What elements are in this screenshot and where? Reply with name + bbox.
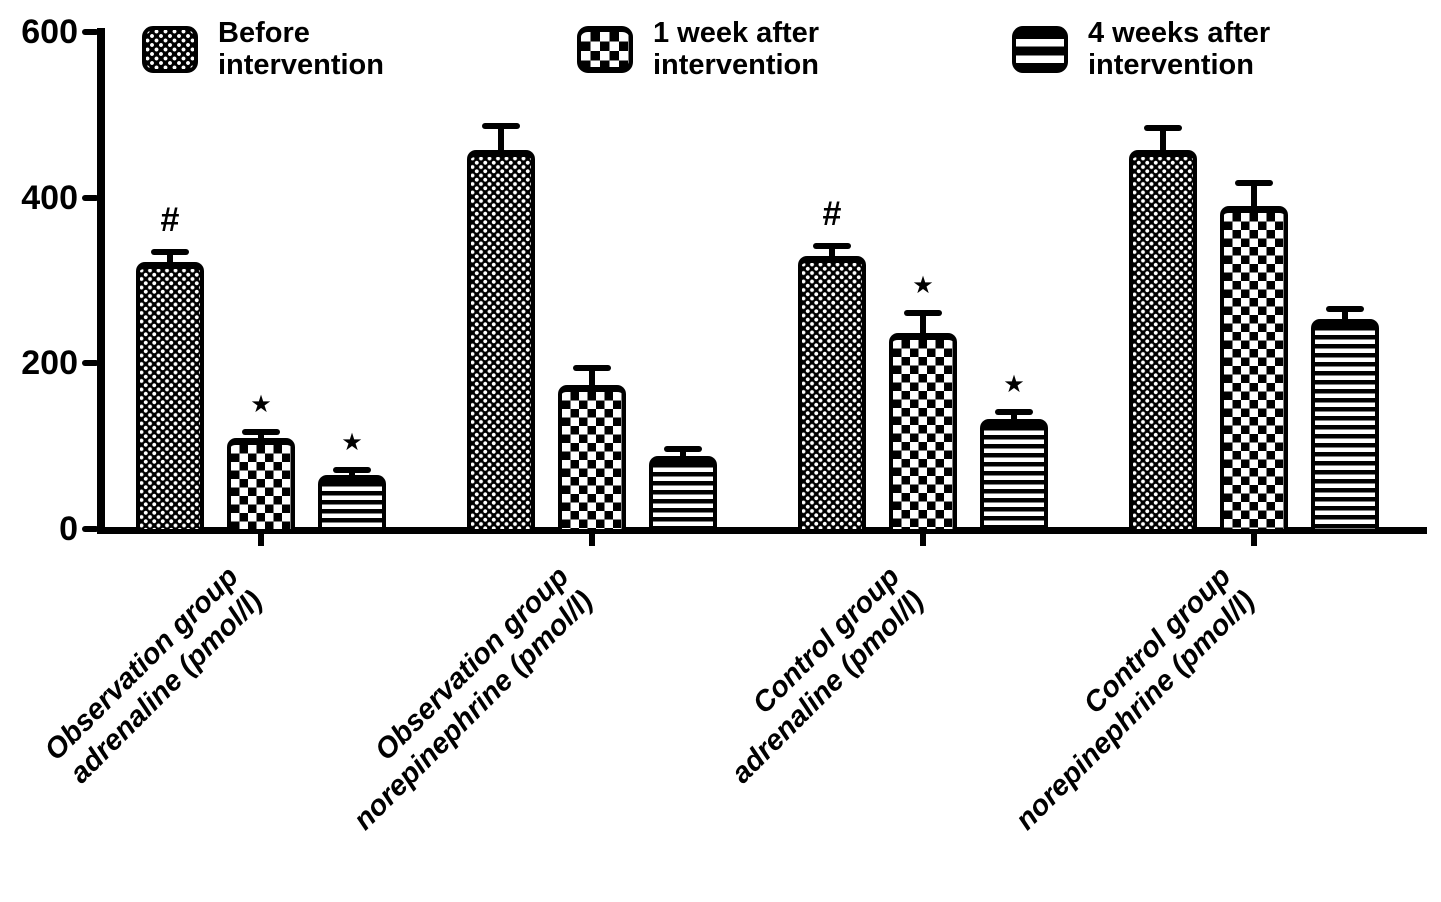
- y-axis-tick: [82, 194, 99, 201]
- bar-horizontal-stripes: [980, 418, 1048, 529]
- legend-label-line: intervention: [218, 49, 384, 81]
- error-bar-cap: [1326, 306, 1364, 313]
- x-axis-tick: [258, 531, 264, 546]
- error-bar-stem: [680, 449, 686, 459]
- y-axis-tick: [82, 526, 99, 532]
- bar-fine-checkerboard: [467, 149, 535, 529]
- legend-swatch-fine-checkerboard: [142, 26, 198, 73]
- x-category-label: Control group adrenaline (pmol/l): [701, 560, 931, 790]
- error-bar-stem: [1160, 128, 1166, 153]
- bar-horizontal-stripes: [1311, 318, 1379, 529]
- error-bar-cap: [573, 365, 611, 372]
- error-bar-stem: [829, 245, 835, 258]
- bar-horizontal-stripes: [649, 456, 717, 529]
- x-category-label-line1: Control group: [1078, 560, 1238, 721]
- x-axis-line: [97, 527, 1427, 534]
- error-bar-cap: [813, 242, 851, 249]
- y-axis-line: [97, 28, 105, 534]
- y-tick-label: 400: [21, 178, 78, 217]
- legend-swatch-horizontal-stripes: [1012, 26, 1068, 73]
- error-bar-stem: [1251, 182, 1257, 208]
- significance-marker: ★: [1003, 371, 1025, 399]
- error-bar-stem: [1342, 309, 1348, 321]
- error-bar-stem: [167, 251, 173, 265]
- bar-coarse-checkerboard: [1220, 205, 1288, 529]
- error-bar-cap: [482, 123, 520, 130]
- y-tick-label: 0: [59, 510, 78, 548]
- error-bar-cap: [333, 467, 371, 474]
- error-bar-stem: [920, 312, 926, 335]
- x-category-label-line1: Observation group: [369, 560, 576, 767]
- bar-fine-checkerboard: [136, 262, 204, 529]
- error-bar-cap: [664, 446, 702, 453]
- x-category-label-line1: Control group: [747, 560, 907, 721]
- x-category-label-line2: norepinephrine (pmol/l): [1009, 584, 1262, 837]
- significance-marker: ★: [250, 391, 272, 419]
- significance-marker: #: [822, 194, 842, 233]
- bar-horizontal-stripes: [318, 475, 386, 529]
- bar-fine-checkerboard: [1129, 150, 1197, 529]
- y-axis-tick: [82, 29, 99, 35]
- x-category-label: Control group norepinephrine (pmol/l): [985, 560, 1262, 837]
- bar-coarse-checkerboard: [227, 437, 295, 529]
- bar-fine-checkerboard: [798, 255, 866, 529]
- legend-label-line: intervention: [1088, 49, 1254, 81]
- legend-entry-label: 1 week after intervention: [653, 17, 819, 81]
- y-tick-label: 200: [21, 344, 78, 383]
- legend-entry-label: 4 weeks after intervention: [1088, 17, 1270, 81]
- error-bar-cap: [1144, 125, 1182, 132]
- x-category-label-line1: Observation group: [38, 560, 245, 767]
- y-axis-tick: [82, 360, 99, 367]
- error-bar-cap: [904, 309, 942, 316]
- error-bar-cap: [151, 248, 189, 255]
- legend-label-line: Before: [218, 17, 310, 49]
- legend-label-line: 1 week after: [653, 17, 820, 49]
- x-category-label-line2: norepinephrine (pmol/l): [347, 584, 600, 837]
- legend-swatch-coarse-checkerboard: [577, 26, 633, 73]
- error-bar-stem: [498, 126, 504, 152]
- error-bar-stem: [589, 368, 595, 387]
- x-axis-tick: [920, 531, 926, 546]
- legend-entry-label: Before intervention: [218, 17, 384, 81]
- error-bar-cap: [1235, 179, 1273, 186]
- x-category-label: Observation group norepinephrine (pmol/l): [323, 560, 600, 837]
- x-axis-tick: [1251, 531, 1257, 546]
- error-bar-stem: [1011, 412, 1017, 421]
- significance-marker: ★: [912, 271, 934, 299]
- significance-marker: #: [160, 200, 180, 239]
- x-category-label: Observation group adrenaline (pmol/l): [38, 560, 270, 792]
- bar-coarse-checkerboard: [558, 384, 626, 529]
- y-tick-label: 600: [21, 13, 78, 51]
- error-bar-stem: [258, 432, 264, 440]
- significance-marker: ★: [341, 429, 363, 457]
- error-bar-cap: [242, 429, 280, 436]
- error-bar-cap: [995, 409, 1033, 416]
- error-bar-stem: [349, 470, 355, 478]
- bar-coarse-checkerboard: [889, 332, 957, 529]
- legend-label-line: intervention: [653, 49, 819, 81]
- legend-label-line: 4 weeks after: [1088, 17, 1271, 49]
- x-axis-tick: [589, 531, 595, 546]
